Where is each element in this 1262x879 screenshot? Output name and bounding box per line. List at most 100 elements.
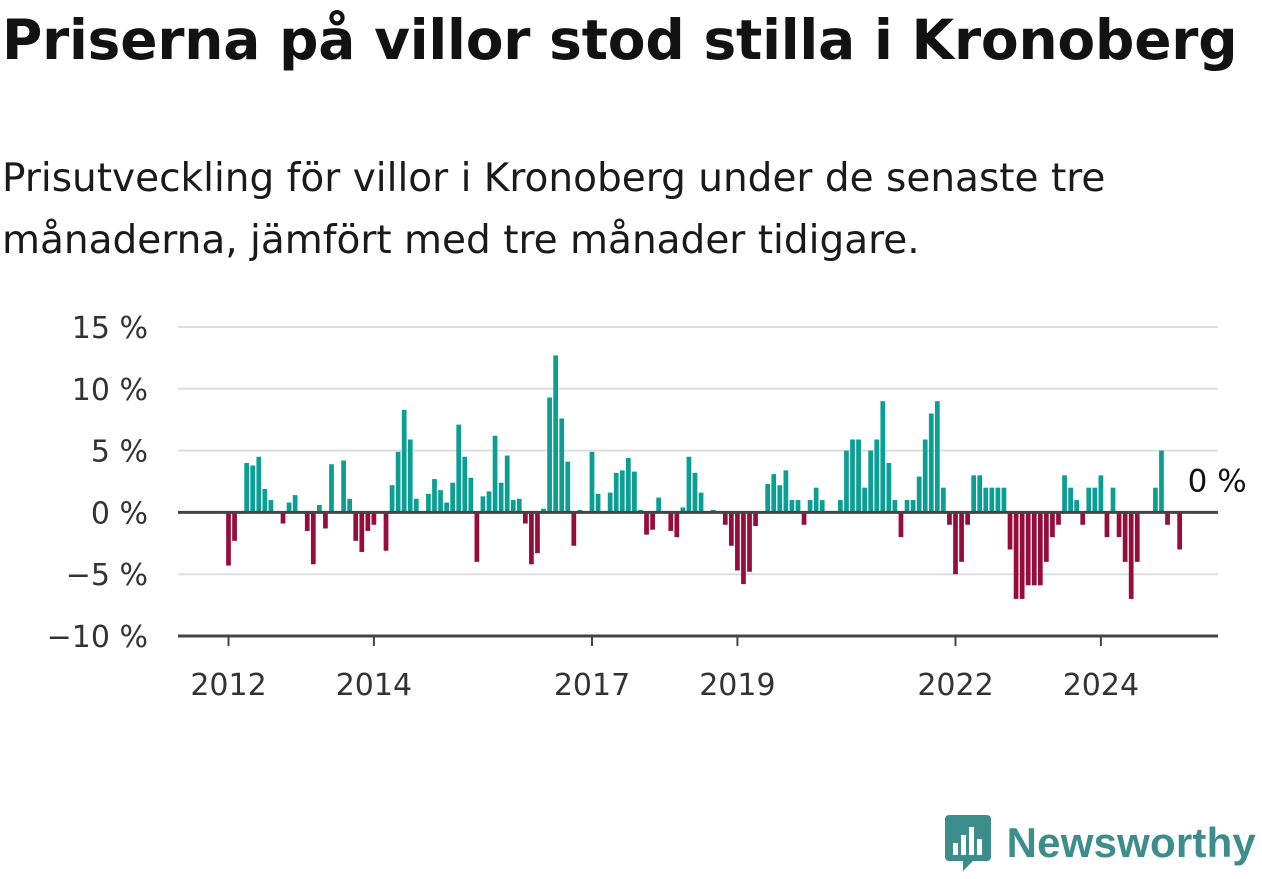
bar — [807, 500, 813, 513]
bar — [904, 500, 910, 513]
latest-value-label: 0 % — [1188, 463, 1247, 499]
bar — [971, 475, 977, 513]
bar — [1098, 475, 1104, 513]
bar — [819, 500, 825, 513]
bar — [547, 397, 552, 513]
bar — [965, 512, 970, 525]
bar — [753, 512, 758, 526]
bar — [462, 456, 468, 513]
bar — [674, 512, 680, 538]
brand-name: Newsworthy — [1006, 819, 1256, 866]
bar — [722, 512, 728, 525]
bar — [456, 424, 462, 513]
bar — [795, 500, 801, 513]
bar — [492, 435, 498, 513]
bar — [395, 451, 401, 513]
bar — [323, 512, 328, 529]
bar — [747, 512, 752, 572]
bar — [862, 487, 867, 513]
bar — [444, 502, 449, 513]
bar — [553, 355, 559, 513]
bar — [1086, 487, 1092, 513]
bar — [947, 512, 952, 525]
y-tick-label: 10 % — [72, 373, 148, 408]
bar — [838, 500, 843, 513]
bar — [292, 495, 298, 513]
y-tick-label: −10 % — [47, 620, 148, 655]
bar — [868, 450, 874, 513]
bar — [1044, 512, 1049, 562]
bar — [777, 485, 783, 513]
bar — [686, 456, 692, 513]
x-tick-label: 2014 — [336, 668, 412, 703]
bar — [1019, 512, 1025, 599]
bar — [765, 483, 771, 513]
bar — [959, 512, 964, 562]
bar — [359, 512, 365, 552]
bar — [529, 512, 534, 565]
bar — [886, 462, 892, 513]
y-tick-label: 0 % — [91, 496, 148, 531]
bar — [892, 500, 898, 513]
x-tick-label: 2024 — [1063, 668, 1139, 703]
bar — [383, 512, 389, 551]
bar — [280, 512, 286, 524]
bar — [1116, 512, 1122, 538]
bar — [268, 500, 274, 513]
bar — [771, 474, 777, 513]
bar — [613, 472, 619, 513]
bar — [856, 439, 861, 513]
bar — [504, 455, 510, 513]
bar — [571, 512, 577, 546]
bar — [692, 472, 698, 513]
bar — [1001, 487, 1007, 513]
bar — [1128, 512, 1134, 599]
bar — [941, 487, 946, 513]
bar — [1092, 487, 1098, 513]
bar — [226, 512, 231, 566]
y-tick-label: −5 % — [66, 558, 148, 593]
x-tick-label: 2019 — [699, 668, 775, 703]
bar — [1110, 487, 1116, 513]
bar — [559, 418, 565, 513]
bar — [1134, 512, 1140, 562]
bar — [910, 500, 916, 513]
bar — [595, 493, 601, 513]
x-tick-label: 2012 — [190, 668, 266, 703]
bar — [565, 461, 571, 513]
bar — [928, 413, 934, 513]
chart-subtitle: Prisutveckling för villor i Kronoberg un… — [2, 156, 1106, 263]
bar — [934, 401, 940, 513]
bar — [1037, 512, 1043, 586]
bar — [1007, 512, 1013, 550]
bar — [541, 508, 546, 513]
bar — [498, 482, 504, 513]
bar — [783, 470, 789, 513]
bar — [262, 488, 268, 513]
bar — [250, 465, 256, 513]
bar — [632, 471, 637, 513]
bar — [953, 512, 958, 575]
bar — [1056, 512, 1061, 525]
bar — [698, 492, 704, 513]
bar — [1025, 512, 1031, 586]
bar — [347, 498, 353, 513]
bar — [371, 512, 377, 525]
bar — [256, 456, 262, 513]
bar — [1159, 450, 1164, 513]
bar — [644, 512, 649, 535]
bar — [413, 498, 419, 513]
bar — [480, 496, 486, 513]
chart-title: Priserna på villor stod stilla i Kronobe… — [2, 8, 1238, 72]
bar — [516, 498, 522, 513]
bar — [1153, 487, 1158, 513]
bar — [304, 512, 310, 531]
bar — [619, 470, 625, 513]
bar — [650, 512, 655, 530]
bar — [468, 477, 474, 513]
bar — [450, 482, 456, 513]
bar — [535, 512, 540, 554]
bar — [813, 487, 819, 513]
bar — [510, 500, 516, 513]
